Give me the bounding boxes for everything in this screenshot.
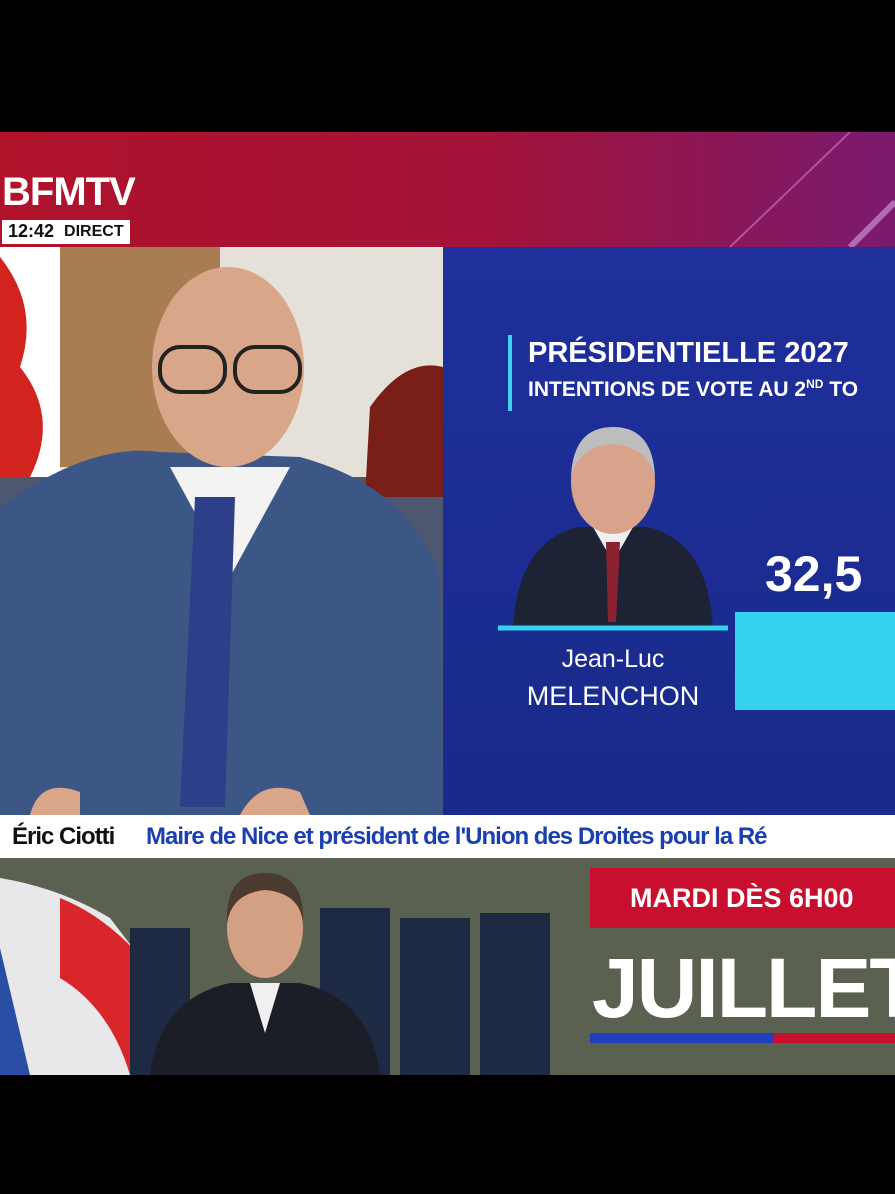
candidate-first-name: Jean-Luc — [561, 645, 665, 673]
candidate-photo — [498, 427, 728, 631]
guest-role: Maire de Nice et président de l'Union de… — [146, 823, 768, 850]
live-label: DIRECT — [64, 223, 124, 240]
clock-box: 12:42 DIRECT — [2, 220, 130, 244]
subtitle-text: TO — [823, 378, 859, 401]
speaker-video — [0, 247, 443, 815]
subtitle-sup: ND — [806, 377, 824, 391]
score-bar — [735, 612, 895, 710]
banner-decoration — [729, 132, 895, 247]
promo-underline — [590, 1033, 895, 1043]
title-accent — [508, 335, 512, 411]
guest-name: Éric Ciotti — [12, 823, 115, 850]
promo-schedule: MARDI DÈS 6H00 — [590, 868, 895, 928]
poll-subtitle: INTENTIONS DE VOTE AU 2ND TO — [528, 377, 858, 402]
promo-title: JUILLET — [592, 941, 895, 1035]
candidate-score: 32,5 — [765, 546, 863, 602]
speaker-scene — [0, 247, 443, 815]
poll-panel: PRÉSIDENTIELLE 2027 INTENTIONS DE VOTE A… — [443, 247, 895, 815]
promo-banner: MARDI DÈS 6H00 JUILLET — [0, 858, 895, 1075]
poll-title: PRÉSIDENTIELLE 2027 — [528, 337, 849, 369]
clock-time: 12:42 — [8, 221, 55, 241]
channel-banner: BFMTV 12:42 DIRECT — [0, 132, 895, 247]
lower-third: Éric Ciotti Maire de Nice et président d… — [0, 815, 895, 858]
channel-logo: BFMTV — [2, 170, 136, 214]
candidate-last-name: MELENCHON — [526, 681, 700, 711]
subtitle-text: INTENTIONS DE VOTE AU 2 — [528, 378, 807, 401]
